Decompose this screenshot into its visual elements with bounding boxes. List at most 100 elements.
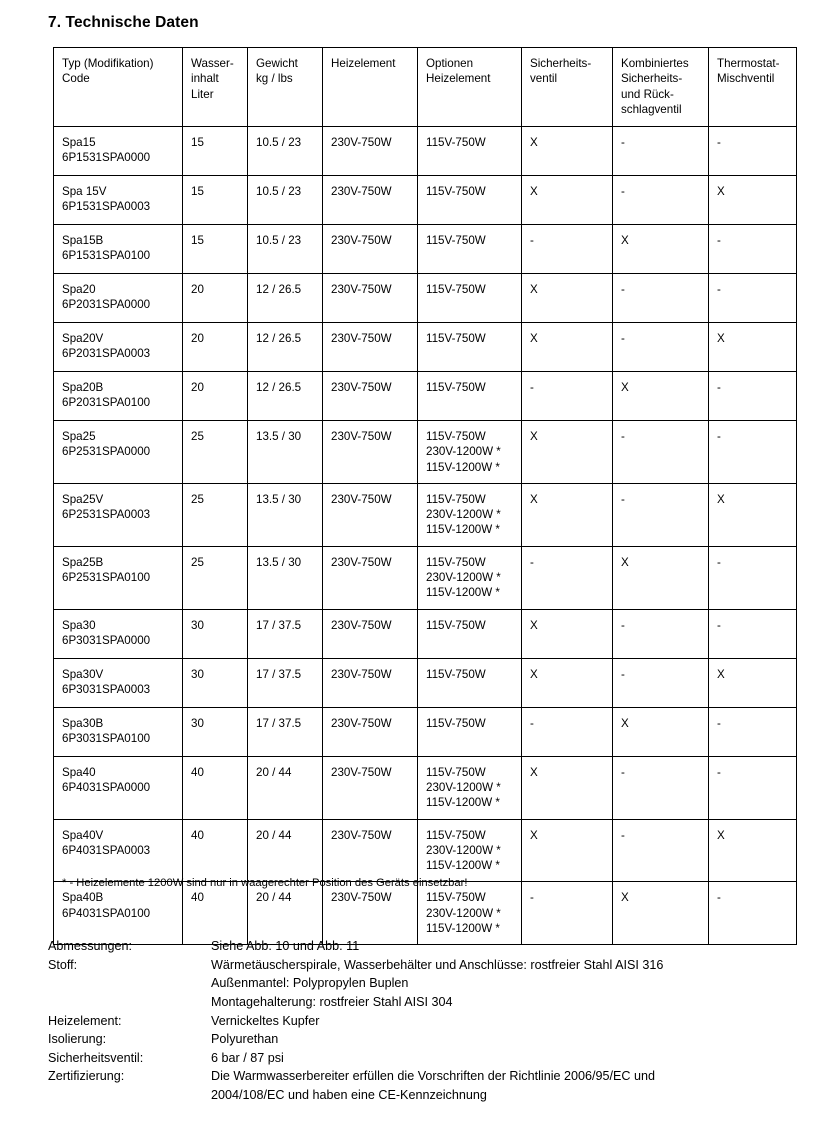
model-code: 6P2031SPA0003 [62, 347, 151, 361]
column-header-2: Gewicht kg / lbs [247, 47, 323, 127]
column-header-6: Kombiniertes Sicherheits-und Rück-schlagv… [612, 47, 709, 127]
table-row: Spa30V 6P3031SPA0003 30 17 / 37.5 230V-750W 1… [53, 657, 797, 708]
cell-safety-valve: X [521, 657, 613, 708]
column-header-line: Gewicht [256, 57, 298, 70]
heating-option: 115V-750W [426, 185, 486, 198]
column-header-line: Optionen [426, 57, 474, 70]
cell-heating-options: 115V-750W [417, 224, 522, 274]
cell-water-content: 15 [182, 175, 248, 225]
cell-safety-valve: X [521, 482, 613, 547]
cell-combined-valve: - [612, 608, 709, 659]
cell-combined-valve: X [612, 371, 709, 421]
heating-option: 115V-750W [426, 381, 486, 394]
heating-option: 115V-750W [426, 765, 486, 779]
specification-value: Die Warmwasserbereiter erfüllen die Vors… [211, 1067, 663, 1104]
cell-heating-options: 115V-750W [417, 322, 522, 372]
heating-option: 115V-750W [426, 891, 486, 905]
cell-type-code: Spa40V 6P4031SPA0003 [53, 818, 183, 883]
cell-thermostat-valve: - [708, 545, 797, 610]
table-row: Spa15 6P1531SPA0000 15 10.5 / 23 230V-750W 11… [53, 126, 797, 176]
model-name: Spa30B [62, 716, 104, 730]
cell-heating-element: 230V-750W [322, 420, 418, 484]
heating-option: 115V-750W [426, 828, 486, 842]
model-name: Spa15B [62, 234, 104, 247]
heating-option: 115V-750W [426, 716, 486, 730]
cell-type-code: Spa25V 6P2531SPA0003 [53, 482, 183, 547]
specification-label: Zertifizierung: [48, 1069, 125, 1084]
cell-thermostat-valve: - [708, 273, 797, 323]
specification-value-line: Siehe Abb. 10 und Abb. 11 [211, 939, 360, 953]
cell-weight: 17 / 37.5 [247, 608, 323, 659]
cell-heating-element: 230V-750W [322, 657, 418, 708]
column-header-4: Optionen Heizelement [417, 47, 522, 127]
cell-weight: 17 / 37.5 [247, 706, 323, 757]
heating-option: 115V-1200W * [426, 523, 500, 537]
model-name: Spa25 [62, 430, 96, 443]
cell-safety-valve: X [521, 818, 613, 883]
heating-option: 115V-1200W * [426, 922, 500, 936]
column-header-line: inhalt [191, 72, 219, 86]
table-row: Spa30B 6P3031SPA0100 30 17 / 37.5 230V-750W 1… [53, 706, 797, 757]
cell-water-content: 30 [182, 608, 248, 659]
model-code: 6P2531SPA0100 [62, 571, 151, 585]
cell-thermostat-valve: - [708, 706, 797, 757]
column-header-line: Liter [191, 87, 214, 101]
heating-option: 230V-1200W * [426, 906, 501, 920]
cell-heating-element: 230V-750W [322, 273, 418, 323]
cell-thermostat-valve: X [708, 175, 797, 225]
cell-combined-valve: - [612, 482, 709, 547]
model-name: Spa25B [62, 555, 104, 569]
cell-type-code: Spa25B 6P2531SPA0100 [53, 545, 183, 610]
model-name: Spa40V [62, 828, 104, 842]
heating-option: 115V-750W [426, 430, 486, 443]
specification-label: Isolierung: [48, 1032, 107, 1047]
cell-safety-valve: X [521, 273, 613, 323]
heating-option: 230V-1200W * [426, 571, 501, 585]
cell-heating-options: 115V-750W 230V-1200W * 115V-1200W * [417, 755, 522, 820]
cell-water-content: 15 [182, 126, 248, 176]
cell-safety-valve: - [521, 224, 613, 274]
column-header-1: Wasser-inhalt Liter [182, 47, 248, 127]
cell-combined-valve: X [612, 706, 709, 757]
cell-combined-valve: X [612, 545, 709, 610]
specification-row: Heizelement: Vernickeltes Kupfer [48, 1012, 663, 1031]
cell-weight: 10.5 / 23 [247, 224, 323, 274]
cell-combined-valve: - [612, 657, 709, 708]
cell-combined-valve: X [612, 224, 709, 274]
cell-safety-valve: - [521, 706, 613, 757]
column-header-line: Heizelement [331, 57, 396, 70]
cell-type-code: Spa30B 6P3031SPA0100 [53, 706, 183, 757]
heating-option: 115V-750W [426, 618, 486, 632]
heating-option: 115V-750W [426, 492, 486, 506]
specification-row: Stoff: Wärmetäuscherspirale, Wasserbehält… [48, 956, 663, 1012]
model-name: Spa40B [62, 891, 104, 905]
column-header-line: ventil [530, 72, 558, 86]
cell-heating-element: 230V-750W [322, 755, 418, 820]
cell-type-code: Spa30 6P3031SPA0000 [53, 608, 183, 659]
cell-heating-options: 115V-750W [417, 706, 522, 757]
model-name: Spa30V [62, 667, 104, 681]
cell-combined-valve: - [612, 175, 709, 225]
heating-option: 115V-750W [426, 332, 486, 345]
cell-type-code: Spa25 6P2531SPA0000 [53, 420, 183, 484]
table-row: Spa30 6P3031SPA0000 30 17 / 37.5 230V-750W 11… [53, 608, 797, 659]
heating-option: 230V-1200W * [426, 445, 501, 459]
cell-weight: 12 / 26.5 [247, 273, 323, 323]
table-row: Spa25B 6P2531SPA0100 25 13.5 / 30 230V-750W 1… [53, 545, 797, 610]
specification-value-line: 6 bar / 87 psi [211, 1050, 284, 1065]
cell-heating-element: 230V-750W [322, 126, 418, 176]
cell-heating-element: 230V-750W [322, 818, 418, 883]
specification-value-line: Die Warmwasserbereiter erfüllen die Vors… [211, 1069, 656, 1084]
model-name: Spa40 [62, 765, 96, 779]
specification-row: Isolierung: Polyurethan [48, 1030, 663, 1049]
cell-weight: 20 / 44 [247, 818, 323, 883]
cell-weight: 10.5 / 23 [247, 126, 323, 176]
cell-combined-valve: X [612, 881, 709, 946]
cell-water-content: 40 [182, 818, 248, 883]
table-row: Spa 15V 6P1531SPA0003 15 10.5 / 23 230V-750W… [53, 175, 797, 225]
model-code: 6P3031SPA0100 [62, 731, 151, 745]
cell-heating-options: 115V-750W [417, 273, 522, 323]
cell-thermostat-valve: X [708, 482, 797, 547]
specification-row: Sicherheitsventil: 6 bar / 87 psi [48, 1049, 663, 1068]
cell-water-content: 40 [182, 881, 248, 946]
